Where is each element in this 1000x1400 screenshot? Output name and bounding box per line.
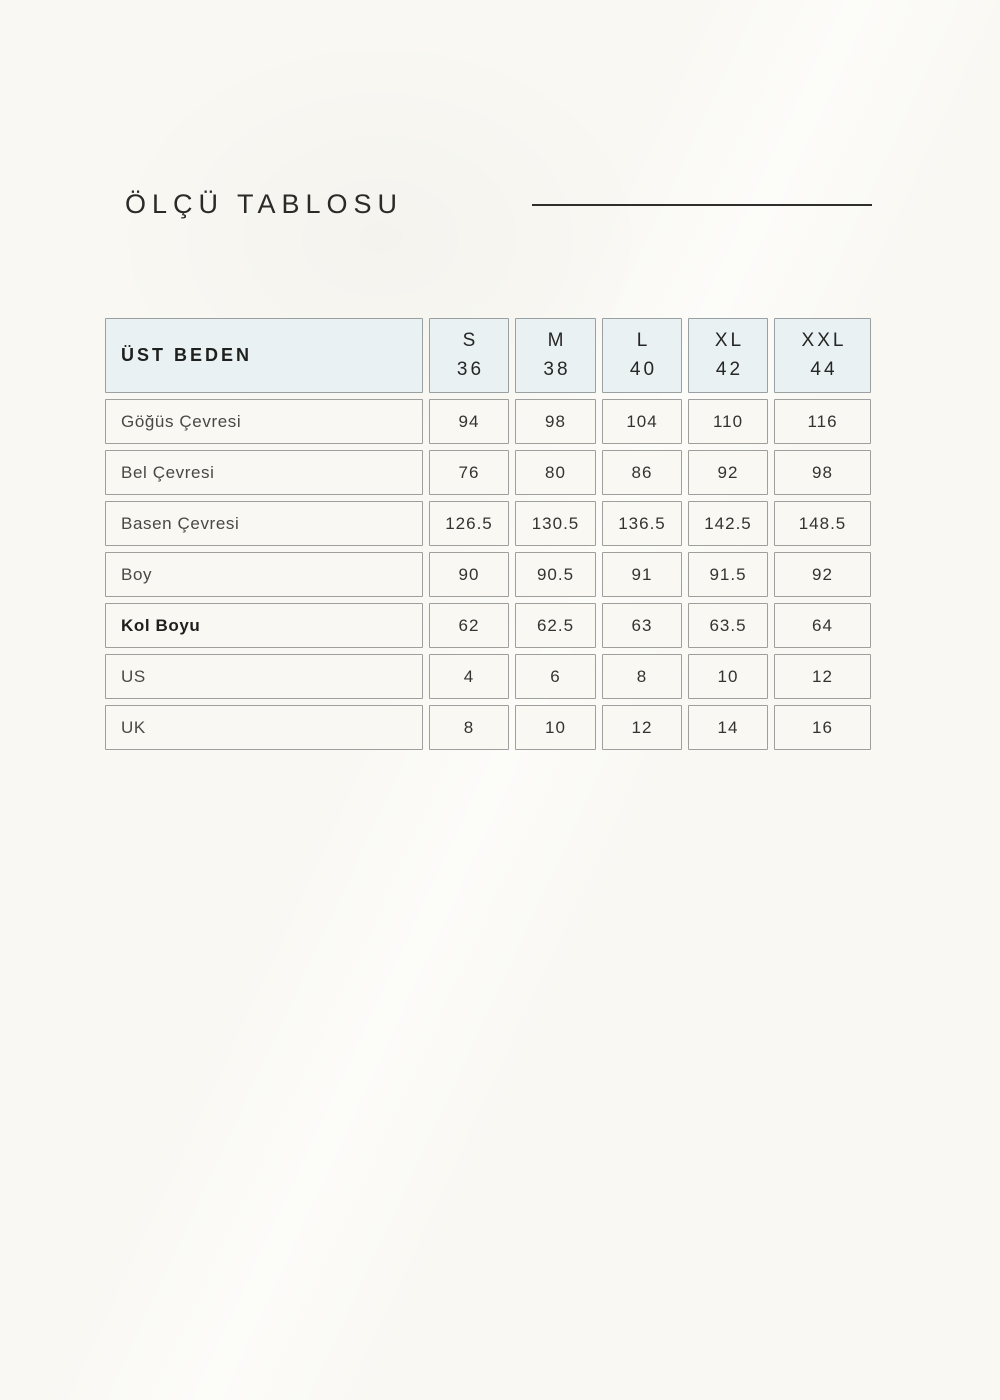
size-number: 36 (456, 359, 485, 380)
table-header-size-s: S 36 (429, 318, 509, 393)
table-cell: 148.5 (774, 501, 871, 546)
row-label-uk: UK (105, 705, 423, 750)
table-cell: 142.5 (688, 501, 768, 546)
table-cell: 90.5 (515, 552, 596, 597)
size-letter: M (547, 330, 567, 351)
title-divider-line (532, 204, 872, 206)
size-number: 38 (543, 359, 571, 380)
table-cell: 136.5 (602, 501, 682, 546)
table-cell: 92 (688, 450, 768, 495)
size-letter: L (636, 330, 651, 351)
table-cell: 90 (429, 552, 509, 597)
table-header-size-xxl: XXL 44 (774, 318, 871, 393)
size-table: ÜST BEDEN S 36 M 38 L 40 XL 42 XXL 44 Gö… (105, 318, 871, 750)
table-cell: 63 (602, 603, 682, 648)
size-number: 42 (715, 359, 744, 380)
row-label-chest: Göğüs Çevresi (105, 399, 423, 444)
table-cell: 16 (774, 705, 871, 750)
table-cell: 12 (602, 705, 682, 750)
table-cell: 12 (774, 654, 871, 699)
table-cell: 8 (429, 705, 509, 750)
row-label-length: Boy (105, 552, 423, 597)
size-number: 44 (810, 359, 838, 380)
table-cell: 62.5 (515, 603, 596, 648)
table-cell: 10 (515, 705, 596, 750)
table-cell: 8 (602, 654, 682, 699)
table-cell: 98 (515, 399, 596, 444)
row-label-waist: Bel Çevresi (105, 450, 423, 495)
table-cell: 94 (429, 399, 509, 444)
table-cell: 63.5 (688, 603, 768, 648)
table-header-size-l: L 40 (602, 318, 682, 393)
table-header-label: ÜST BEDEN (105, 318, 423, 393)
table-cell: 4 (429, 654, 509, 699)
table-cell: 10 (688, 654, 768, 699)
table-header-size-xl: XL 42 (688, 318, 768, 393)
table-cell: 92 (774, 552, 871, 597)
row-label-us: US (105, 654, 423, 699)
size-number: 40 (629, 359, 658, 380)
table-cell: 14 (688, 705, 768, 750)
table-cell: 80 (515, 450, 596, 495)
page-title: ÖLÇÜ TABLOSU (125, 189, 404, 219)
table-cell: 62 (429, 603, 509, 648)
row-label-hip: Basen Çevresi (105, 501, 423, 546)
table-cell: 91 (602, 552, 682, 597)
table-cell: 6 (515, 654, 596, 699)
table-cell: 116 (774, 399, 871, 444)
table-cell: 86 (602, 450, 682, 495)
table-cell: 130.5 (515, 501, 596, 546)
table-cell: 104 (602, 399, 682, 444)
row-label-sleeve: Kol Boyu (105, 603, 423, 648)
table-cell: 91.5 (688, 552, 768, 597)
size-letter: S (462, 330, 479, 351)
table-header-size-m: M 38 (515, 318, 596, 393)
table-cell: 110 (688, 399, 768, 444)
table-cell: 76 (429, 450, 509, 495)
size-letter: XXL (801, 330, 847, 351)
table-cell: 126.5 (429, 501, 509, 546)
table-cell: 98 (774, 450, 871, 495)
size-letter: XL (714, 330, 745, 351)
table-cell: 64 (774, 603, 871, 648)
